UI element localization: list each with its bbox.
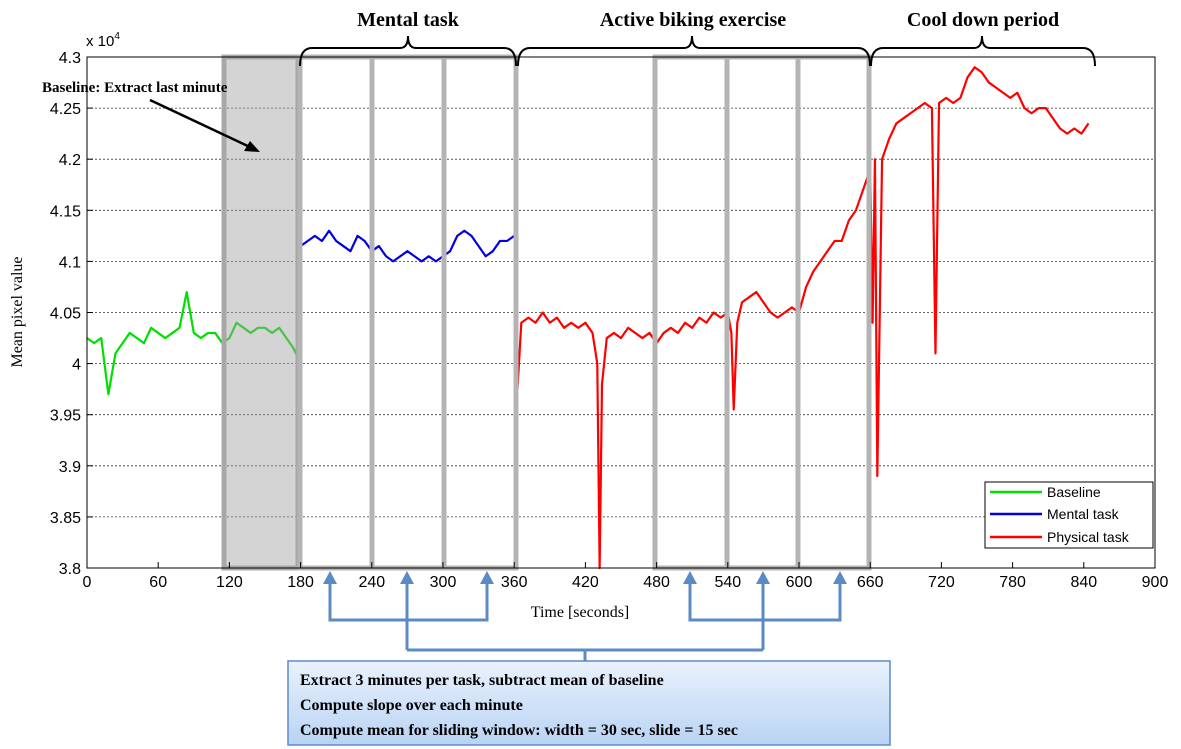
x-tick-label: 300 xyxy=(430,574,457,591)
x-tick-label: 780 xyxy=(999,574,1026,591)
y-tick-label: 3.8 xyxy=(59,561,81,578)
connector-heads xyxy=(323,571,847,584)
legend-label: Baseline xyxy=(1047,484,1101,500)
annotation: Baseline: Extract last minute xyxy=(42,80,228,96)
y-tick-label: 4.15 xyxy=(50,203,81,220)
y-tick-label: 3.95 xyxy=(50,408,81,425)
annotation: Active biking exercise xyxy=(600,9,786,31)
ticks: 3.8 3.85 3.9 3.95 4 4.05 4.1 4.15 4.2 4.25 4.3 0 60 1… xyxy=(50,50,1169,591)
y-tick-label: 4 xyxy=(72,357,81,374)
x-axis-label: Time [seconds] xyxy=(531,604,630,621)
x-tick-label: 240 xyxy=(358,574,385,591)
legend-label: Mental task xyxy=(1047,506,1120,522)
annotation: Mental task xyxy=(357,9,460,31)
series-line xyxy=(299,229,515,263)
x-tick-label: 180 xyxy=(287,574,314,591)
connectors xyxy=(328,580,842,662)
y-tick-label: 4.25 xyxy=(50,101,81,118)
y-multiplier-base: x 10 xyxy=(86,33,114,50)
y-multiplier-exp: 4 xyxy=(114,31,120,42)
y-tick-label: 4.1 xyxy=(59,254,81,271)
x-tick-label: 60 xyxy=(149,574,167,591)
x-tick-label: 660 xyxy=(857,574,884,591)
series xyxy=(86,66,1090,570)
x-tick-label: 840 xyxy=(1070,574,1097,591)
y-axis-label: Mean pixel value xyxy=(9,256,26,367)
x-tick-label: 900 xyxy=(1142,574,1169,591)
y-multiplier: x 104 xyxy=(86,31,120,50)
y-tick-label: 4.3 xyxy=(59,50,81,67)
legend: Baseline Mental task Physical task xyxy=(984,481,1154,549)
x-tick-label: 420 xyxy=(572,574,599,591)
series-line xyxy=(86,290,302,396)
x-tick-label: 120 xyxy=(216,574,243,591)
x-tick-label: 0 xyxy=(83,574,92,591)
x-tick-label: 720 xyxy=(928,574,955,591)
note-line: Compute slope over each minute xyxy=(300,697,523,714)
x-tick-label: 480 xyxy=(643,574,670,591)
series-line xyxy=(514,66,1090,570)
note-box xyxy=(287,660,891,746)
x-tick-label: 600 xyxy=(786,574,813,591)
braces xyxy=(299,35,1096,67)
note-line: Compute mean for sliding window: width =… xyxy=(300,722,738,739)
x-tick-label: 360 xyxy=(501,574,528,591)
y-tick-label: 3.9 xyxy=(59,459,81,476)
baseline-window xyxy=(221,54,301,571)
y-tick-label: 4.05 xyxy=(50,306,81,323)
x-tick-label: 540 xyxy=(714,574,741,591)
y-tick-label: 3.85 xyxy=(50,510,81,527)
note-line: Extract 3 minutes per task, subtract mea… xyxy=(300,672,664,689)
y-tick-label: 4.2 xyxy=(59,152,81,169)
arrow xyxy=(149,98,253,150)
legend-label: Physical task xyxy=(1047,529,1130,545)
arrow-head xyxy=(244,141,260,152)
annotation: Cool down period xyxy=(907,9,1059,31)
